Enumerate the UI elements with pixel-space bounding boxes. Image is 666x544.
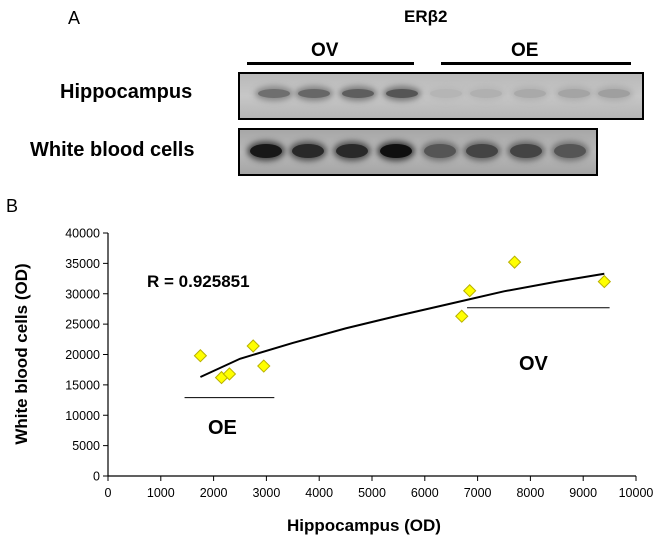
oe-group-label: OE [511,40,539,61]
ov-group-bar [247,62,414,65]
y-tick-label: 15000 [65,378,100,392]
x-tick-label: 2000 [200,486,228,500]
data-point [597,274,612,289]
hippocampus-band [598,89,630,98]
wbc-band [510,144,542,158]
hippocampus-row-label: Hippocampus [60,81,193,103]
wbc-band [292,144,324,158]
x-tick-label: 0 [105,486,112,500]
hippocampus-blot [238,72,644,120]
hippocampus-band [342,89,374,98]
oe-group-bar [441,62,631,65]
oe-cluster-label: OE [208,417,237,439]
data-point [462,284,477,298]
ov-cluster-label: OV [519,353,549,375]
hippocampus-band [470,89,502,98]
hippocampus-band [298,89,330,98]
wbc-band [380,144,412,158]
x-tick-label: 9000 [569,486,597,500]
data-point [222,367,237,381]
ov-group-label: OV [311,40,339,61]
y-tick-label: 5000 [72,439,100,453]
fit-curve [199,272,605,378]
wbc-band [466,144,498,158]
y-axis-label: White blood cells (OD) [12,263,31,444]
data-point [455,309,469,323]
data-point [507,255,522,269]
y-tick-label: 35000 [65,257,100,271]
white-blood-cells-row-label: White blood cells [30,139,195,161]
x-tick-label: 4000 [305,486,333,500]
y-tick-label: 40000 [65,227,100,241]
y-tick-label: 30000 [65,287,100,301]
data-point [193,349,208,363]
hippocampus-band [258,89,290,98]
data-point [246,339,260,353]
x-tick-label: 3000 [252,486,280,500]
x-tick-label: 5000 [358,486,386,500]
y-tick-label: 0 [93,470,100,484]
x-tick-label: 10000 [619,486,654,500]
wbc-band [336,144,368,158]
x-tick-label: 8000 [516,486,544,500]
y-tick-label: 20000 [65,348,100,362]
data-point [257,359,271,373]
y-tick-label: 25000 [65,318,100,332]
hippocampus-band [386,89,418,98]
hippocampus-band [514,89,546,98]
white-blood-cells-blot [238,128,598,176]
panel-b-letter: B [6,196,19,216]
y-tick-label: 10000 [65,409,100,423]
hippocampus-band [430,89,462,98]
x-axis-label: Hippocampus (OD) [287,516,441,535]
wbc-band [424,144,456,158]
panel-a-letter: A [68,8,81,28]
blot-title: ERβ2 [404,7,448,26]
r-value-label: R = 0.925851 [147,272,250,291]
x-tick-label: 7000 [464,486,492,500]
wbc-band [554,144,586,158]
x-tick-label: 1000 [147,486,175,500]
wbc-band [250,144,282,158]
x-tick-label: 6000 [411,486,439,500]
hippocampus-band [558,89,590,98]
